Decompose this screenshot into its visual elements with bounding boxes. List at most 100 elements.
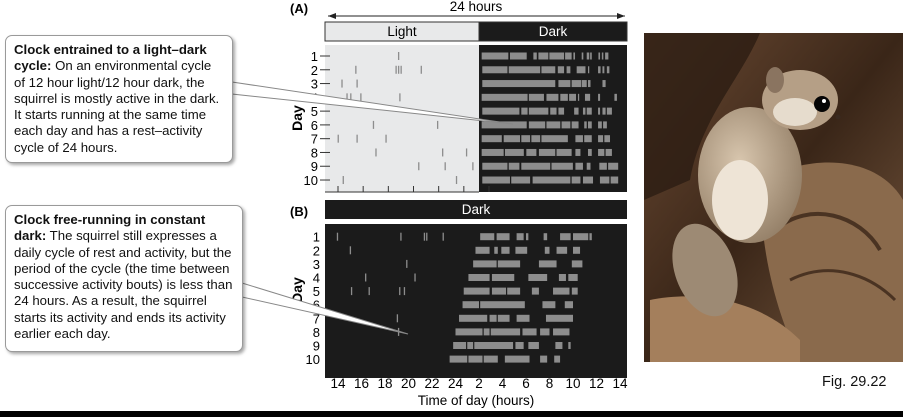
activity-mark — [395, 65, 397, 74]
activity-bout — [606, 66, 610, 74]
activity-bout — [496, 233, 510, 241]
activity-bout — [480, 301, 525, 309]
activity-bout — [604, 135, 611, 143]
activity-bout — [571, 287, 578, 295]
activity-mark — [396, 314, 399, 323]
activity-bout — [489, 314, 497, 322]
activity-mark — [465, 148, 468, 157]
activity-bout — [598, 66, 601, 74]
activity-bout — [504, 355, 530, 363]
activity-bout — [556, 148, 572, 156]
activity-mark — [360, 93, 362, 102]
day-label: 9 — [313, 339, 320, 354]
activity-mark — [341, 79, 343, 88]
callout-entrained-title: Clock entrained to a light–dark cycle: — [14, 42, 207, 74]
activity-mark — [403, 287, 406, 296]
activity-bout — [532, 176, 571, 184]
day-label: 8 — [313, 325, 320, 340]
x-tick-label: 14 — [612, 376, 628, 391]
activity-mark — [349, 246, 352, 255]
activity-bout — [587, 66, 590, 74]
activity-mark — [399, 287, 401, 296]
activity-bout — [584, 93, 591, 101]
activity-bout — [526, 148, 537, 156]
x-tick-label: 24 — [448, 376, 464, 391]
activity-mark — [356, 79, 358, 88]
activity-mark — [423, 232, 426, 241]
activity-mark — [444, 162, 446, 171]
activity-bout — [516, 233, 524, 241]
activity-mark — [406, 259, 408, 268]
figure-label: Fig. 29.22 — [822, 374, 887, 390]
activity-bout — [610, 176, 619, 184]
dark-label-b: Dark — [462, 202, 491, 217]
activity-bout — [556, 246, 568, 254]
activity-mark — [355, 65, 357, 74]
activity-bout — [590, 52, 592, 60]
activity-mark — [336, 232, 339, 241]
activity-bout — [598, 148, 605, 156]
activity-bout — [602, 80, 606, 88]
activity-bout — [481, 93, 528, 101]
activity-bout — [561, 121, 571, 129]
x-tick-label: 16 — [354, 376, 369, 391]
activity-mark — [414, 273, 416, 282]
activity-bout — [511, 176, 531, 184]
activity-bout — [605, 52, 609, 60]
callout-free-running-title: Clock free-running in constant dark: — [14, 212, 206, 244]
activity-bout — [587, 121, 592, 129]
x-tick-label: 20 — [401, 376, 416, 391]
callout-free-running-body: The squirrel still expresses a daily cyc… — [14, 228, 233, 342]
activity-bout — [557, 66, 565, 74]
activity-bout — [473, 260, 497, 268]
activity-mark — [397, 52, 400, 60]
activity-bout — [522, 328, 537, 336]
activity-bout — [509, 52, 527, 60]
activity-bout — [608, 162, 619, 170]
x-tick-label: 12 — [589, 376, 604, 391]
activity-bout — [565, 52, 572, 60]
activity-bout — [467, 342, 474, 349]
day-label: 5 — [311, 104, 318, 119]
activity-bout — [483, 355, 498, 363]
activity-bout — [516, 314, 530, 322]
day-label: 3 — [311, 77, 318, 92]
day-label: 7 — [313, 311, 320, 326]
activity-mark — [356, 134, 358, 143]
activity-mark — [346, 93, 348, 102]
callout-free-running: Clock free-running in constant dark: The… — [5, 205, 243, 352]
activity-bout — [541, 135, 568, 143]
activity-mark — [368, 287, 370, 296]
activity-bout — [573, 233, 589, 241]
y-label-a: Day — [289, 105, 305, 131]
activity-bout — [474, 342, 514, 349]
activity-bout — [586, 162, 591, 170]
activity-bout — [453, 342, 467, 349]
activity-mark — [426, 232, 428, 241]
activity-bout — [605, 148, 612, 156]
y-label-b: Day — [289, 277, 305, 303]
activity-bout — [601, 52, 604, 60]
day-label: 7 — [311, 132, 318, 147]
activity-bout — [558, 80, 571, 88]
activity-bout — [531, 287, 539, 295]
activity-bout — [576, 66, 586, 74]
activity-bout — [482, 162, 508, 170]
activity-bout — [571, 121, 579, 129]
activity-bout — [584, 135, 592, 143]
activity-bout — [503, 135, 521, 143]
activity-bout — [566, 66, 571, 74]
day-label: 6 — [313, 298, 320, 313]
activity-bout — [589, 233, 592, 241]
day-label: 2 — [311, 63, 318, 78]
activity-bout — [497, 260, 521, 268]
light-label: Light — [387, 24, 417, 39]
x-axis-label: Time of day (hours) — [418, 393, 535, 408]
activity-bout — [546, 93, 559, 101]
day-label: 1 — [313, 230, 320, 245]
activity-bout — [581, 80, 587, 88]
activity-bout — [491, 287, 507, 295]
day-label: 5 — [313, 284, 320, 299]
activity-mark — [375, 148, 377, 157]
